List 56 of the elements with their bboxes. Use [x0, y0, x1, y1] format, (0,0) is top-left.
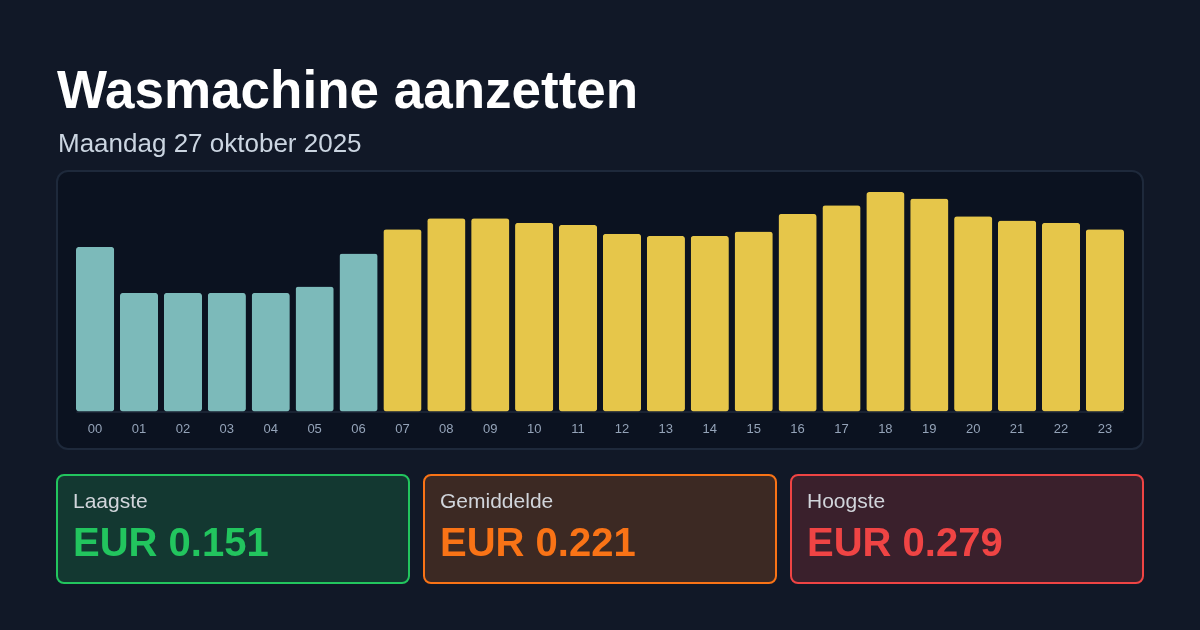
x-tick-label: 19	[922, 421, 937, 436]
text: EUR 0.221	[440, 520, 636, 564]
text: Laagste	[73, 489, 148, 512]
bar	[997, 220, 1037, 412]
x-tick-label: 05	[307, 421, 322, 436]
x-tick-label: 21	[1009, 421, 1025, 436]
bar	[251, 292, 290, 412]
bar	[954, 216, 993, 412]
bar	[515, 222, 554, 412]
chart-subtitle: Maandag 27 oktober 2025	[58, 128, 362, 158]
bar	[427, 218, 466, 412]
x-tick-label: 17	[834, 421, 849, 436]
bar	[734, 231, 773, 412]
bar	[76, 246, 115, 412]
text: Hoogste	[807, 489, 886, 512]
x-tick-label: 16	[790, 421, 805, 436]
bar	[778, 213, 817, 412]
x-tick-label: 03	[219, 421, 235, 436]
x-tick-label: 15	[746, 421, 761, 436]
bar	[119, 292, 159, 412]
x-tick-label: 00	[87, 421, 103, 436]
x-tick-label: 01	[131, 421, 147, 436]
bar	[471, 218, 510, 412]
x-tick-label: 14	[702, 421, 717, 436]
x-tick-label: 04	[263, 421, 278, 436]
bar	[339, 253, 378, 412]
x-tick-label: 11	[571, 421, 585, 436]
bar	[690, 235, 729, 412]
text: EUR 0.279	[807, 520, 1003, 564]
x-tick-label: 06	[351, 421, 366, 436]
bar	[602, 233, 642, 412]
x-tick-label: 10	[526, 421, 542, 436]
text: EUR 0.151	[73, 520, 269, 564]
x-tick-label: 23	[1097, 421, 1113, 436]
bar	[1085, 229, 1124, 412]
x-tick-label: 20	[965, 421, 981, 436]
x-tick-label: 07	[395, 421, 410, 436]
x-tick-label: 22	[1053, 421, 1069, 436]
x-tick-label: 12	[614, 421, 630, 436]
x-tick-label: 13	[658, 421, 674, 436]
bar	[207, 292, 246, 412]
bar	[383, 229, 422, 412]
x-tick-label: 09	[483, 421, 498, 436]
bar	[295, 286, 334, 412]
bar	[866, 192, 905, 412]
x-tick-label: 02	[175, 421, 191, 436]
chart-title: Wasmachine aanzetten	[57, 60, 639, 119]
text: Gemiddelde	[440, 489, 554, 512]
bar	[163, 292, 203, 412]
x-tick-label: 08	[439, 421, 454, 436]
bar	[1041, 222, 1081, 412]
x-tick-label: 18	[878, 421, 893, 436]
bar	[910, 198, 949, 412]
bar	[822, 205, 861, 412]
bar	[558, 224, 598, 412]
bar	[646, 235, 685, 412]
